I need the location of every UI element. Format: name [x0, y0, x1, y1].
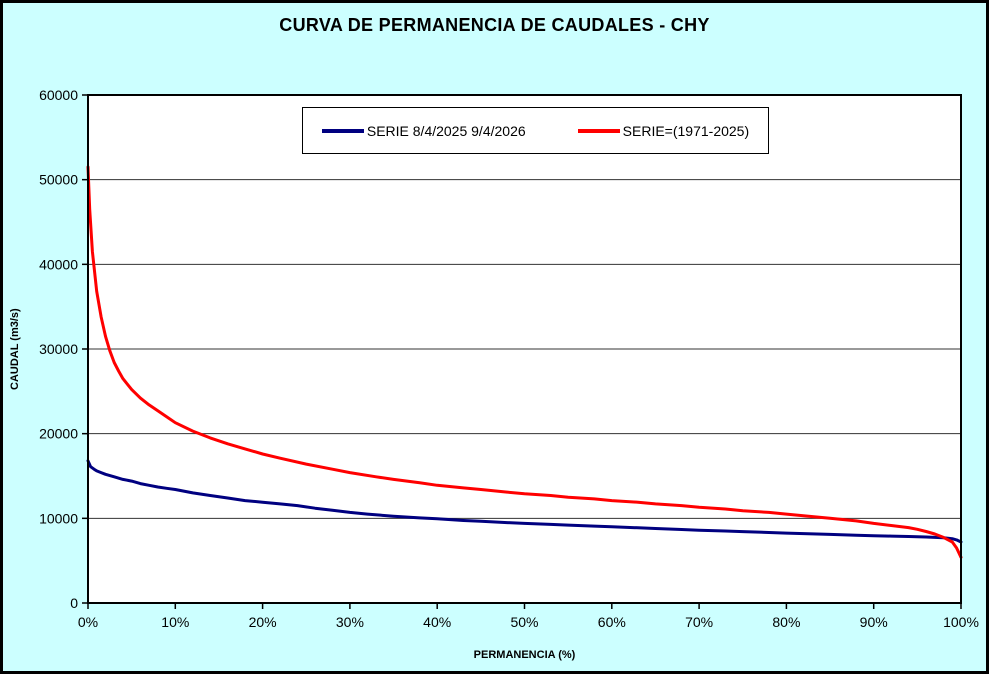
svg-text:100%: 100%	[943, 614, 979, 630]
svg-text:0%: 0%	[78, 614, 98, 630]
flow-duration-curve-plot: 0 10000 20000 30000 40000 50000 60000 0% 10% 20% 3…	[39, 87, 979, 630]
chart-title: CURVA DE PERMANENCIA DE CAUDALES - CHY	[279, 15, 710, 35]
legend-item-serie-1971-2025: SERIE=(1971-2025)	[577, 122, 750, 139]
svg-text:80%: 80%	[772, 614, 800, 630]
svg-text:50%: 50%	[510, 614, 538, 630]
svg-text:40000: 40000	[39, 256, 78, 272]
legend-line-sample-red	[577, 128, 620, 133]
svg-text:90%: 90%	[860, 614, 888, 630]
svg-text:60000: 60000	[39, 87, 78, 103]
svg-text:70%: 70%	[685, 614, 713, 630]
svg-text:40%: 40%	[423, 614, 451, 630]
y-axis-title: CAUDAL (m3/s)	[9, 308, 21, 390]
svg-text:30%: 30%	[336, 614, 364, 630]
legend-line-sample-navy	[321, 128, 364, 133]
svg-text:50000: 50000	[39, 172, 78, 188]
svg-text:10%: 10%	[161, 614, 189, 630]
legend-label-serie-1971-2025: SERIE=(1971-2025)	[622, 122, 750, 139]
svg-text:60%: 60%	[598, 614, 626, 630]
svg-text:10000: 10000	[39, 510, 78, 526]
svg-text:20000: 20000	[39, 426, 78, 442]
chart-legend: SERIE 8/4/2025 9/4/2026 SERIE=(1971-2025…	[302, 107, 769, 154]
legend-item-serie-2025-2026: SERIE 8/4/2025 9/4/2026	[321, 122, 526, 139]
svg-text:20%: 20%	[249, 614, 277, 630]
legend-label-serie-2025-2026: SERIE 8/4/2025 9/4/2026	[366, 122, 526, 139]
svg-text:0: 0	[70, 595, 78, 611]
x-axis-title: PERMANENCIA (%)	[473, 649, 576, 661]
svg-text:30000: 30000	[39, 341, 78, 357]
